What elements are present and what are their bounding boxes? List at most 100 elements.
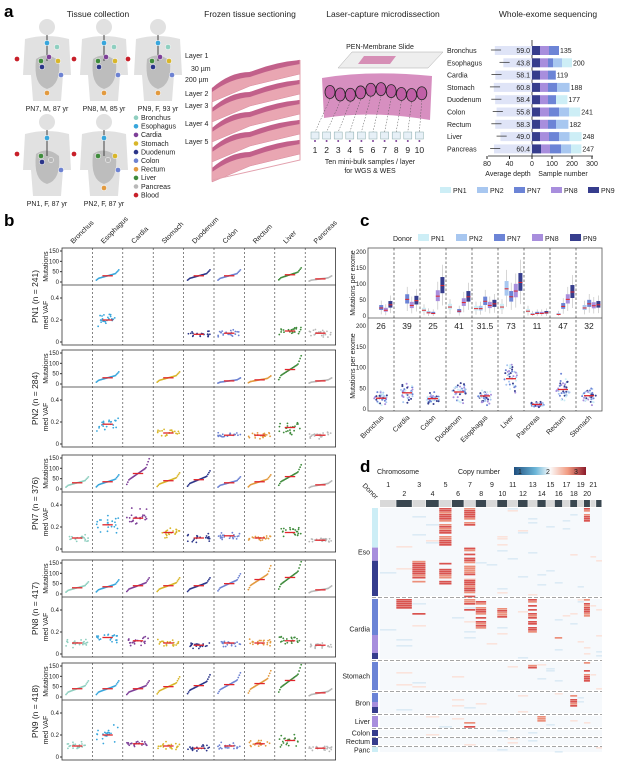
mutation-point xyxy=(218,690,220,693)
vaf-point xyxy=(235,537,238,540)
sample-total: 248 xyxy=(583,134,595,141)
heatmap-cell xyxy=(554,751,563,753)
mutation-point xyxy=(300,663,303,666)
organ-dot-stomach xyxy=(112,58,118,64)
swarm-point xyxy=(514,385,517,388)
vaf-point xyxy=(159,745,162,748)
organ-dot-colon xyxy=(115,167,121,173)
vaf-point xyxy=(110,525,113,528)
donor-bar xyxy=(372,730,378,736)
vaf-point xyxy=(290,433,293,436)
group-label: Panc xyxy=(354,748,370,755)
heatmap-cell xyxy=(517,695,529,697)
vaf-point xyxy=(145,744,148,747)
donor-label: PN8, M, 85 yr xyxy=(83,106,126,113)
heatmap-gain-cell xyxy=(528,629,537,631)
legend-dot-rectum xyxy=(133,167,139,172)
heatmap-cell xyxy=(497,550,508,552)
heatmap-cell xyxy=(577,601,584,603)
legend-swatch-PN2 xyxy=(477,187,488,193)
vaf-point xyxy=(97,729,99,732)
vaf-point xyxy=(280,328,282,330)
chromosome-label: 5 xyxy=(444,482,448,489)
mutation-point xyxy=(299,357,302,360)
heatmap-cell xyxy=(596,747,602,749)
swarm-point xyxy=(458,400,461,403)
donor-axis-label: Donor xyxy=(361,482,380,501)
vaf-point xyxy=(143,514,146,517)
mut-tick: 150 xyxy=(49,561,60,567)
vaf-point xyxy=(328,537,331,540)
vaf-point xyxy=(128,642,131,644)
mutation-point xyxy=(146,683,148,685)
vaf-point xyxy=(157,747,159,750)
mutation-point xyxy=(87,476,90,478)
sample-bar-PN2 xyxy=(559,132,570,142)
mutation-point xyxy=(208,676,210,678)
sample-bar-PN7 xyxy=(550,144,561,154)
wes-category-label: Pancreas xyxy=(447,146,477,153)
vaf-point xyxy=(106,514,109,517)
swarm-point xyxy=(590,396,593,399)
swarm-point xyxy=(433,391,436,394)
vaf-point xyxy=(290,328,293,331)
vaf-point xyxy=(299,532,302,535)
heatmap-cell xyxy=(570,514,578,516)
donor-frame xyxy=(61,559,337,658)
vaf-point xyxy=(323,745,326,748)
wes-category-label: Cardia xyxy=(447,73,468,80)
vaf-point xyxy=(228,537,231,540)
vaf-point xyxy=(220,532,223,534)
tissue-collection-illustration: PN7, M, 87 yr PN8, M, 85 yr PN9, F, 93 yr P… xyxy=(14,19,182,208)
vaf-tick: 0 xyxy=(56,340,60,346)
vaf-point xyxy=(220,331,222,334)
vaf-point xyxy=(197,647,200,650)
vaf-point xyxy=(95,738,98,741)
swarm-point xyxy=(399,388,402,391)
vaf-point xyxy=(191,335,194,338)
collection-tube xyxy=(415,131,424,140)
mutation-point xyxy=(277,378,280,381)
heatmap-gain-cell xyxy=(497,612,508,614)
sample-total: 177 xyxy=(568,97,580,104)
heatmap-gain-cell xyxy=(528,609,537,611)
panel-label-a: a xyxy=(4,2,14,21)
swarm-point xyxy=(513,389,516,392)
mutation-point xyxy=(205,581,208,584)
vaf-point xyxy=(66,638,69,641)
mutation-point xyxy=(116,580,119,583)
vaf-point xyxy=(100,321,103,324)
chromosome-label: 8 xyxy=(479,491,483,498)
epithelium-band xyxy=(212,100,300,132)
vaf-point xyxy=(256,643,259,646)
vaf-point xyxy=(144,516,147,518)
heatmap-gain-cell xyxy=(570,701,578,703)
vaf-point xyxy=(278,333,281,336)
heatmap-gain-cell xyxy=(475,609,487,611)
sample-bar-PN1 xyxy=(556,95,568,105)
swarm-point xyxy=(406,401,409,404)
organs-shape xyxy=(35,55,60,89)
sample-number: 10 xyxy=(415,145,425,155)
vaf-point xyxy=(259,539,262,542)
mutation-point xyxy=(117,269,120,271)
swarm-point xyxy=(431,399,434,402)
sample-bar-PN9 xyxy=(532,46,540,55)
swarm-point xyxy=(506,374,509,377)
mutation-point xyxy=(209,269,211,271)
depth-value: 60.8 xyxy=(516,85,530,92)
vaf-point xyxy=(294,425,296,428)
heatmap-cell xyxy=(577,586,584,588)
vaf-point xyxy=(100,423,103,426)
vaf-point xyxy=(141,740,144,743)
heatmap-gain-cell xyxy=(583,674,590,676)
mut-tick: 150 xyxy=(49,351,60,357)
legend-swatch-PN8 xyxy=(532,234,543,241)
heatmap-cell xyxy=(562,615,571,617)
mut-tick: 50 xyxy=(52,685,59,691)
vaf-point xyxy=(293,636,296,639)
swarm-point xyxy=(456,384,459,387)
mutation-point xyxy=(299,564,302,566)
sample-tick: 200 xyxy=(566,161,578,168)
wes-category-label: Esophagus xyxy=(447,60,483,67)
